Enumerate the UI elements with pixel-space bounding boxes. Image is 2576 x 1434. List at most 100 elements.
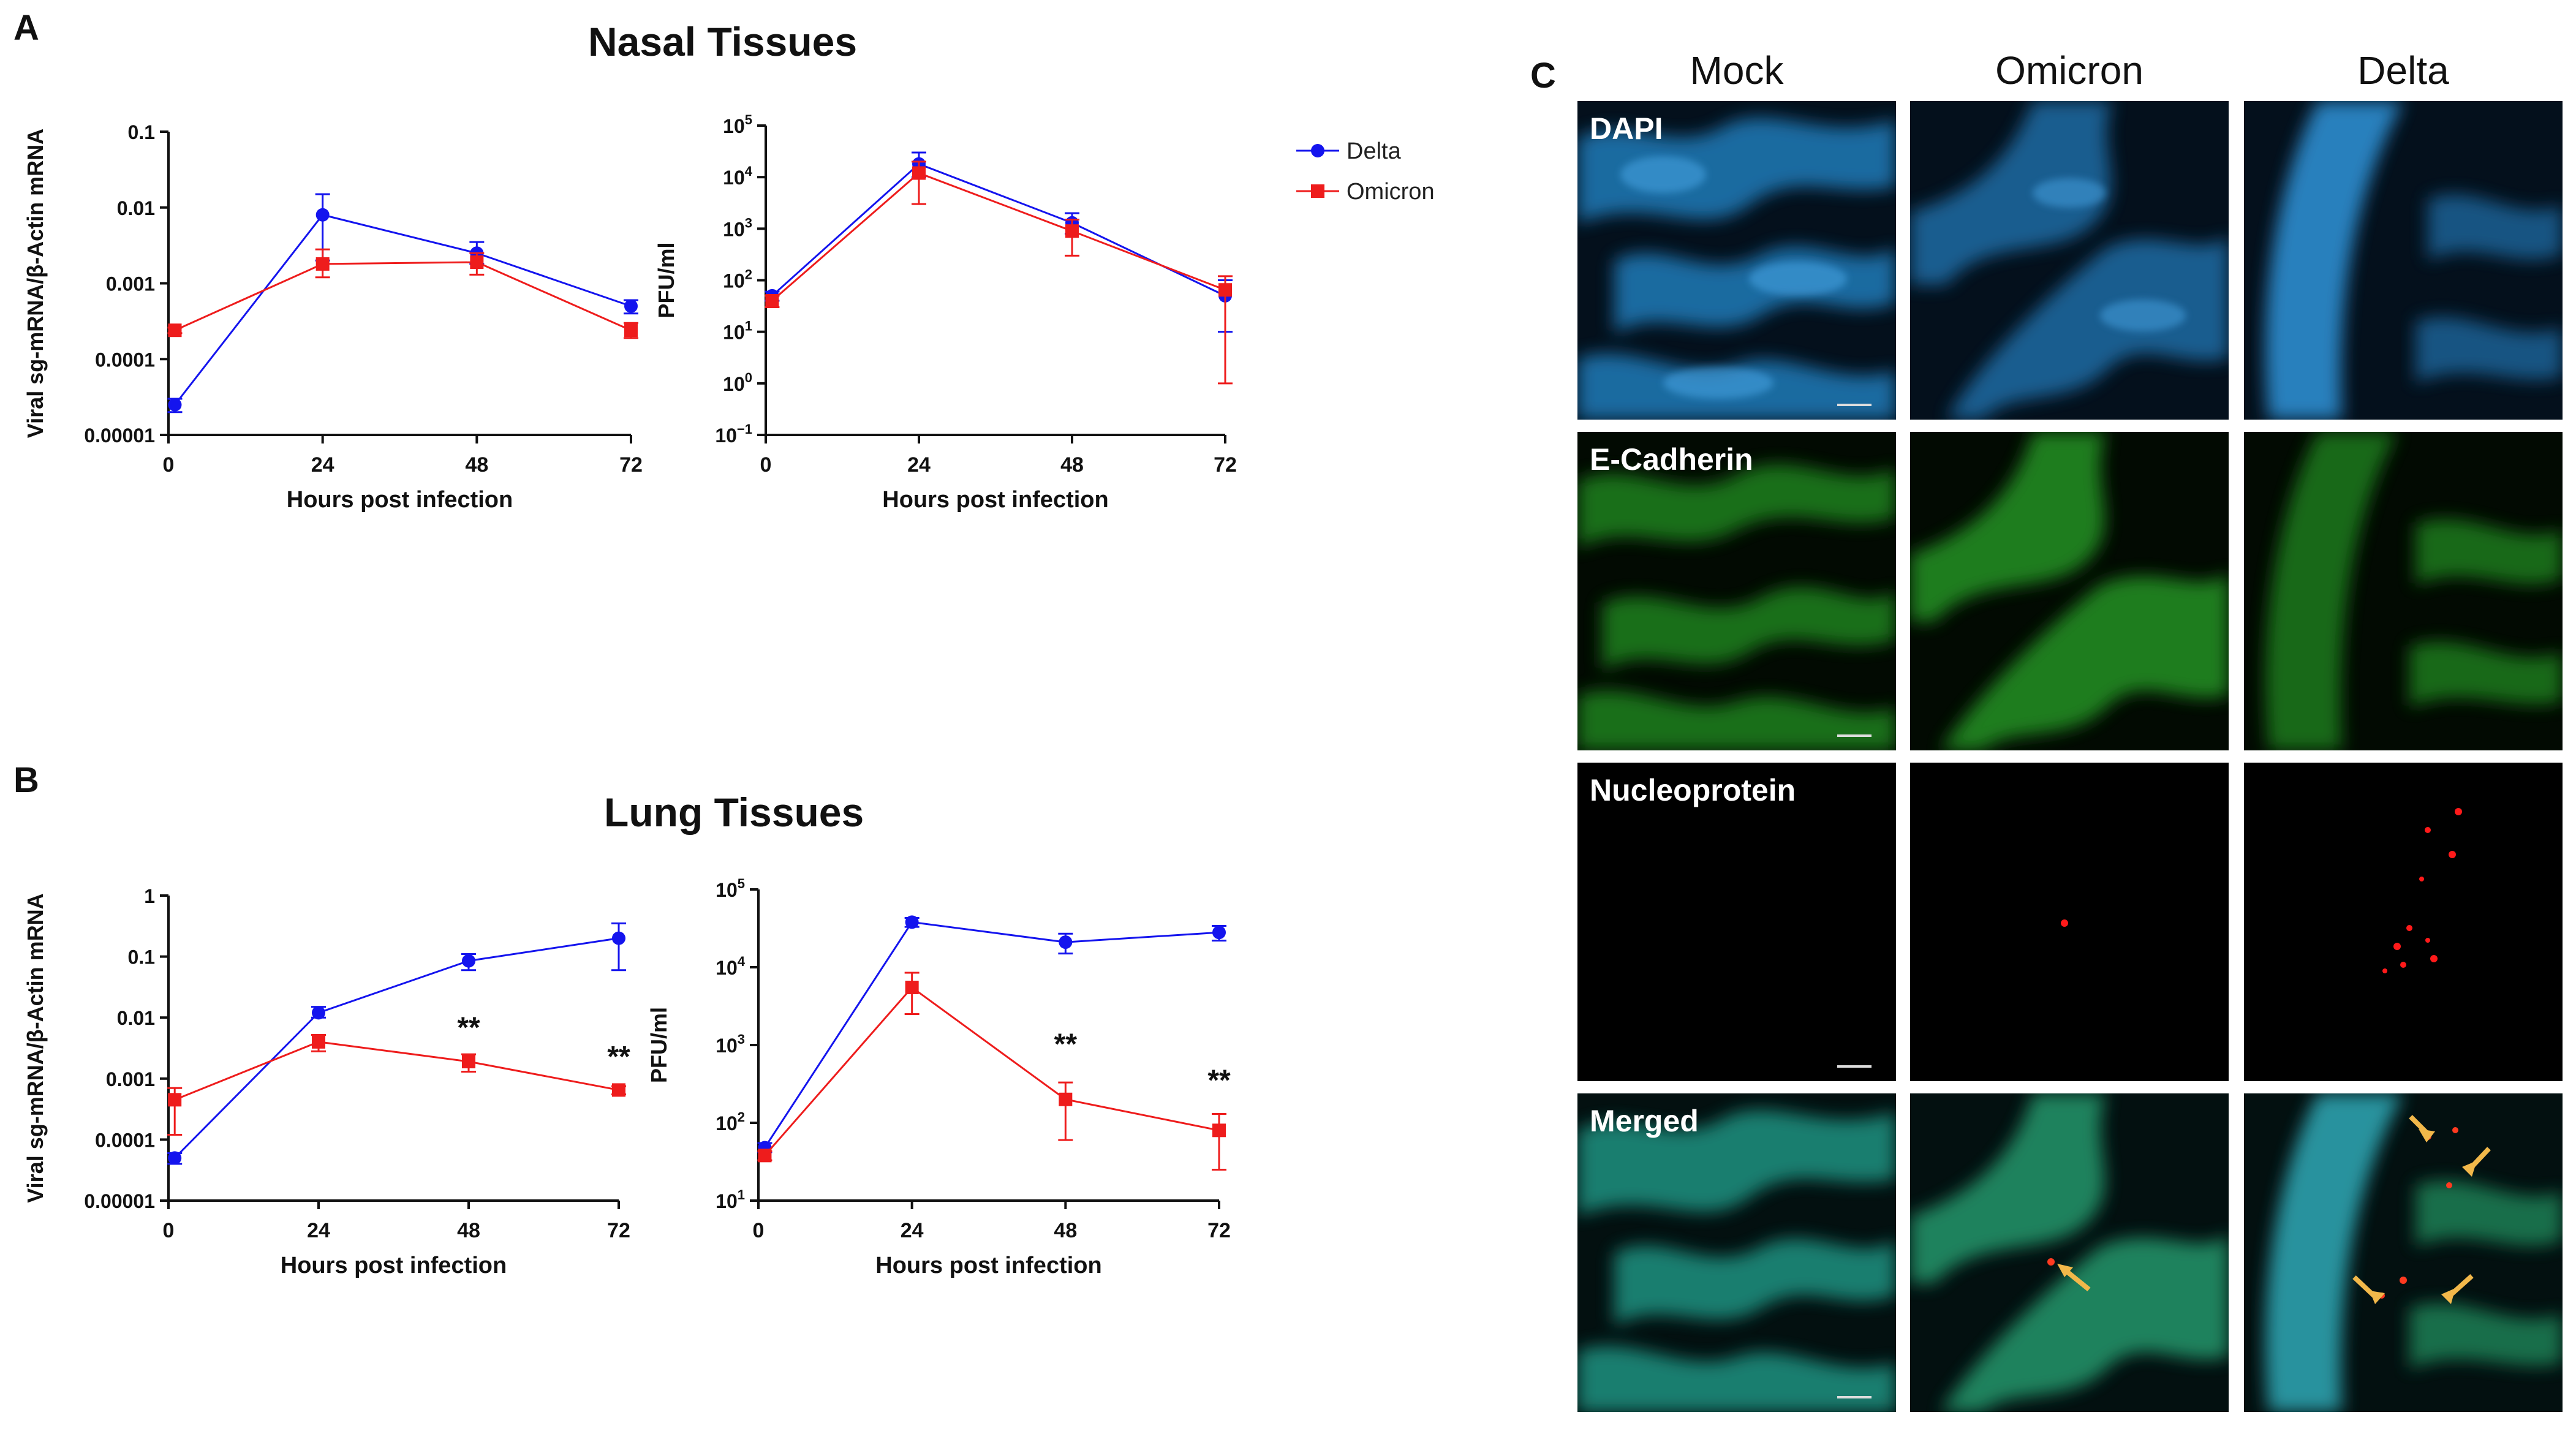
y-tick-label: 104: [716, 954, 746, 979]
x-tick-label: 72: [619, 453, 643, 477]
data-point-delta: [168, 1151, 182, 1165]
legend-item-omicron: Omicron: [1294, 174, 1490, 211]
y-tick-label: 0.01: [117, 1007, 155, 1029]
significance-marker: **: [1054, 1028, 1078, 1061]
y-axis-label: Viral sg-mRNA/β-Actin mRNA: [23, 129, 48, 438]
x-tick-label: 24: [307, 1219, 330, 1242]
micrograph-row-label-ecadherin: E-Cadherin: [1590, 442, 1753, 477]
data-point-omicron: [905, 980, 919, 994]
nasal-section-title: Nasal Tissues: [588, 19, 858, 64]
series-line-omicron: [764, 986, 1220, 1157]
y-axis-label: PFU/ml: [654, 242, 679, 318]
y-tick-label: 0.001: [106, 1068, 155, 1090]
series-line-delta: [174, 214, 632, 406]
x-tick-label: 48: [1060, 453, 1084, 477]
lung-section-title: Lung Tissues: [604, 790, 864, 835]
x-tick-label: 24: [901, 1219, 924, 1242]
data-point-omicron: [1059, 1092, 1073, 1106]
series-line-delta: [764, 921, 1220, 1149]
micrograph-merged-delta: [2244, 1093, 2563, 1412]
data-point-omicron: [1218, 283, 1232, 297]
micrograph-row-label-nucleoprotein: Nucleoprotein: [1590, 773, 1796, 807]
nasal-pfu-chart: 0 24 48 72 10−1 100 101 102 103 104 105 Hours post …: [654, 112, 1237, 513]
series-line-omicron: [771, 172, 1226, 302]
x-tick-label: 48: [465, 453, 488, 477]
scale-bar: [1837, 1065, 1872, 1068]
data-point-delta: [905, 915, 919, 929]
x-tick-label: 72: [607, 1219, 630, 1242]
y-tick-label: 0.01: [117, 197, 155, 219]
data-point-omicron: [315, 257, 330, 271]
scale-bar: [1837, 404, 1872, 406]
micrograph-image: [2244, 101, 2563, 420]
micrograph-image: [1910, 763, 2229, 1081]
micro-col-omicron: Omicron: [1995, 48, 2144, 92]
data-point-omicron: [1212, 1123, 1226, 1138]
micrograph-dapi-delta: [2244, 101, 2563, 420]
micrograph-ecadherin-mock: E-Cadherin: [1577, 432, 1896, 750]
data-point-delta: [315, 208, 330, 222]
micrograph-merged-omicron: [1910, 1093, 2229, 1412]
data-point-omicron: [912, 166, 926, 180]
y-tick-label: 0.1: [128, 946, 155, 968]
micrograph-image: [1577, 101, 1896, 420]
micrograph-image: [1910, 101, 2229, 420]
y-axis-label: PFU/ml: [646, 1007, 671, 1083]
x-tick-label: 72: [1207, 1219, 1231, 1242]
significance-marker: **: [1207, 1064, 1231, 1096]
legend-omicron-label: Omicron: [1347, 179, 1435, 205]
x-tick-label: 0: [163, 1219, 175, 1242]
x-tick-label: 24: [311, 453, 334, 477]
x-axis-label: Hours post infection: [287, 487, 513, 513]
panel-letter-c: C: [1530, 56, 1556, 96]
micrograph-image: [1577, 1093, 1896, 1412]
lung-mrna-chart: 0 24 48 72 0.00001 0.0001 0.001 0.01 0.1 1 Hours p…: [23, 885, 630, 1278]
y-tick-label: 101: [723, 319, 752, 344]
y-tick-label: 103: [723, 215, 752, 240]
x-tick-label: 0: [753, 1219, 765, 1242]
data-point-omicron: [758, 1149, 772, 1163]
data-point-omicron: [168, 1093, 182, 1107]
series-line-delta: [771, 162, 1226, 297]
data-point-delta: [1059, 935, 1073, 949]
data-point-omicron: [168, 323, 182, 338]
data-point-omicron: [624, 323, 638, 338]
scale-bar: [1837, 734, 1872, 737]
x-tick-label: 0: [760, 453, 772, 477]
data-point-delta: [624, 299, 638, 313]
x-axis-label: Hours post infection: [875, 1253, 1101, 1278]
data-point-omicron: [462, 1055, 475, 1069]
y-tick-label: 102: [723, 267, 752, 292]
series-line-omicron: [174, 1041, 619, 1101]
significance-marker: **: [607, 1041, 630, 1073]
x-tick-label: 24: [907, 453, 931, 477]
data-point-omicron: [470, 255, 484, 270]
panel-letter-a: A: [13, 8, 39, 48]
series-line-omicron: [174, 261, 632, 331]
y-tick-label: 102: [716, 1109, 745, 1134]
data-point-omicron: [765, 293, 779, 308]
data-point-delta: [1212, 926, 1226, 940]
y-tick-label: 105: [716, 876, 745, 901]
micrograph-dapi-omicron: [1910, 101, 2229, 420]
x-tick-label: 72: [1214, 453, 1237, 477]
x-tick-label: 0: [163, 453, 175, 477]
x-axis-label: Hours post infection: [882, 487, 1108, 513]
y-tick-label: 0.00001: [84, 425, 155, 447]
data-point-delta: [612, 931, 625, 945]
legend-item-delta: Delta: [1294, 134, 1490, 170]
panel-letter-b: B: [13, 760, 39, 800]
micrograph-row-label-dapi: DAPI: [1590, 111, 1663, 146]
micrograph-image: [1577, 763, 1896, 1081]
micrograph-image: [1910, 1093, 2229, 1412]
y-tick-label: 100: [723, 370, 752, 395]
nasal-mrna-chart: 0 24 48 72 0.00001 0.0001 0.001 0.01 0.1 Hours po…: [23, 121, 643, 513]
micrograph-ecadherin-delta: [2244, 432, 2563, 750]
legend-omicron-marker: [1296, 184, 1339, 198]
micro-col-delta: Delta: [2357, 48, 2449, 92]
y-tick-label: 0.0001: [95, 1129, 155, 1151]
y-tick-label: 104: [723, 164, 753, 189]
micrograph-row-label-merged: Merged: [1590, 1104, 1699, 1138]
data-point-omicron: [312, 1035, 325, 1049]
y-axis-label: Viral sg-mRNA/β-Actin mRNA: [23, 893, 48, 1202]
